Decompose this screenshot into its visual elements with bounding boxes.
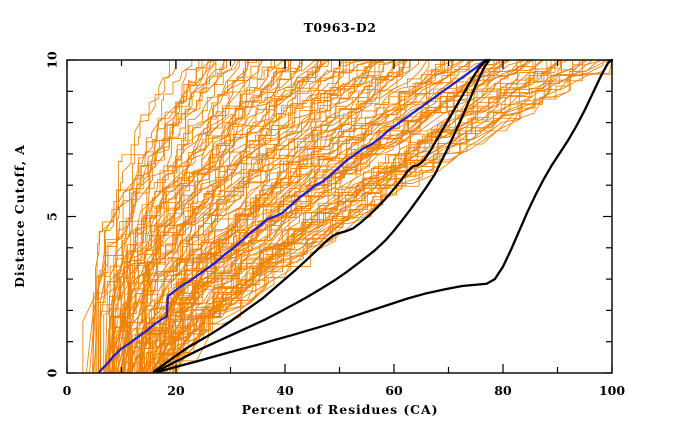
ensemble-curve bbox=[168, 59, 569, 374]
ensemble-curve bbox=[146, 59, 526, 374]
ensemble-curve bbox=[143, 59, 513, 374]
ensemble-curve bbox=[123, 59, 330, 374]
x-tick-label: 20 bbox=[167, 383, 185, 398]
x-tick-label: 40 bbox=[276, 383, 294, 398]
x-tick-label: 60 bbox=[385, 383, 403, 398]
series-highlight-black-1 bbox=[153, 58, 489, 373]
ensemble-curve bbox=[131, 59, 394, 374]
ensemble-curve bbox=[145, 59, 521, 374]
ensemble-curve bbox=[157, 59, 529, 374]
series-highlight-black-3 bbox=[158, 58, 614, 373]
ensemble-curve bbox=[122, 59, 387, 374]
ensemble-curve bbox=[152, 59, 532, 374]
ensemble-curve bbox=[135, 59, 456, 374]
x-axis-ticks: 0 20 40 60 80 100 bbox=[63, 60, 625, 398]
ensemble-curve bbox=[151, 59, 544, 374]
series-highlight-blue bbox=[98, 58, 487, 373]
x-tick-label: 0 bbox=[63, 383, 72, 398]
ensemble-curve bbox=[129, 59, 377, 374]
ensemble-curve bbox=[99, 59, 209, 374]
ensemble-curve bbox=[116, 59, 347, 374]
ensemble-curve bbox=[109, 59, 264, 374]
ensemble-curve bbox=[159, 59, 586, 374]
ensemble-curve bbox=[111, 59, 255, 374]
ensemble-curve bbox=[141, 59, 451, 374]
ensemble-curve bbox=[111, 59, 323, 374]
ensemble-curve bbox=[99, 59, 231, 374]
ensemble-curve bbox=[91, 59, 173, 374]
ensemble-curve bbox=[172, 59, 587, 374]
x-tick-label: 80 bbox=[494, 383, 512, 398]
ensemble-curve bbox=[104, 59, 212, 374]
ensemble-curve bbox=[106, 59, 260, 374]
ensemble-curve bbox=[128, 59, 359, 374]
ensemble-curve bbox=[128, 59, 345, 374]
ensemble-curve bbox=[98, 59, 223, 374]
ensemble-curve bbox=[163, 59, 580, 374]
ensemble-curve bbox=[110, 59, 304, 374]
ensemble-curve bbox=[130, 59, 419, 374]
ensemble-curve bbox=[124, 59, 330, 374]
ensemble-curve bbox=[103, 59, 258, 374]
y-tick-label: 5 bbox=[45, 212, 60, 221]
ensemble-curve bbox=[145, 59, 465, 374]
ensemble-curve bbox=[149, 59, 511, 374]
ensemble-curve bbox=[96, 59, 240, 374]
ensemble-curve bbox=[148, 59, 480, 374]
ensemble-curve bbox=[125, 59, 384, 374]
y-axis-label: Distance Cutoff, A bbox=[12, 144, 27, 288]
highlight-curves bbox=[98, 58, 614, 373]
ensemble-curve bbox=[130, 59, 378, 374]
ensemble-curve bbox=[140, 59, 461, 374]
ensemble-curve bbox=[109, 59, 293, 374]
ensemble-curve bbox=[136, 59, 463, 374]
ensemble-curve bbox=[173, 59, 613, 374]
y-axis-ticks: 0 5 10 bbox=[45, 51, 612, 377]
page-title: T0963-D2 bbox=[304, 20, 377, 35]
y-tick-label: 0 bbox=[45, 368, 60, 377]
ensemble-curve bbox=[100, 59, 215, 374]
ensemble-curve bbox=[103, 59, 285, 374]
x-tick-label: 100 bbox=[599, 383, 625, 398]
y-tick-label: 10 bbox=[45, 51, 60, 69]
ensemble-curves bbox=[82, 59, 613, 374]
x-axis-label: Percent of Residues (CA) bbox=[242, 402, 439, 417]
ensemble-curve bbox=[98, 59, 255, 374]
ensemble-curve bbox=[150, 59, 507, 374]
series-highlight-black-2 bbox=[155, 58, 491, 373]
ensemble-curve bbox=[174, 59, 613, 374]
ensemble-curve bbox=[153, 59, 491, 374]
ensemble-curve bbox=[139, 59, 465, 374]
ensemble-curve bbox=[166, 59, 560, 374]
ensemble-curve bbox=[126, 59, 396, 374]
ensemble-curve bbox=[95, 59, 193, 374]
ensemble-curve bbox=[85, 59, 206, 374]
ensemble-curve bbox=[92, 59, 217, 374]
